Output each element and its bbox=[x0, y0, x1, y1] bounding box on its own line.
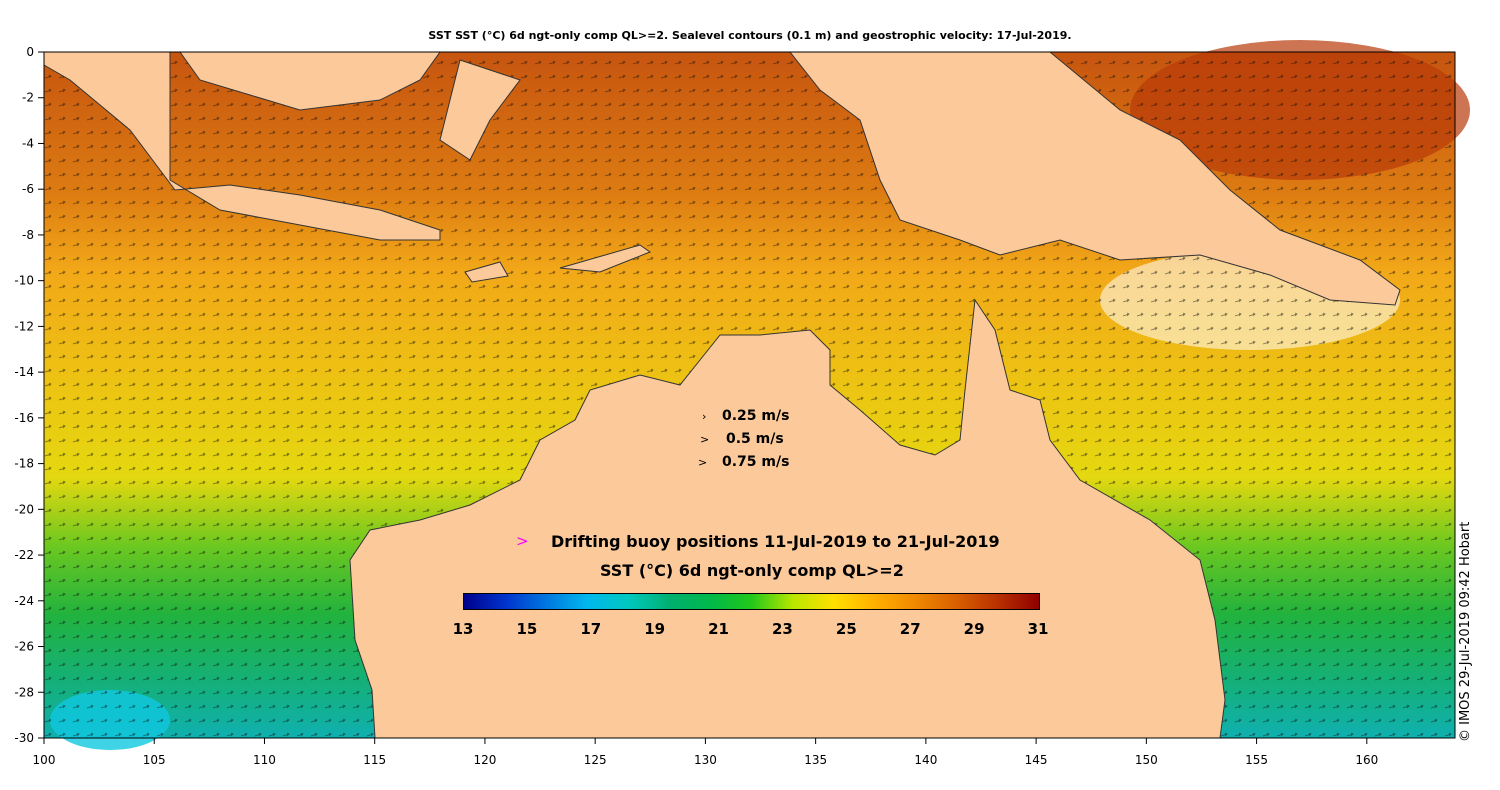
land-timor bbox=[559, 244, 652, 273]
map-panel bbox=[43, 40, 1470, 750]
x-tick-label: 140 bbox=[914, 753, 937, 767]
colorbar-tick-label: 31 bbox=[1027, 620, 1049, 638]
x-tick-label: 120 bbox=[473, 753, 496, 767]
y-tick-label: -18 bbox=[14, 457, 34, 471]
colorbar-tick-label: 29 bbox=[963, 620, 985, 638]
y-tick-label: 0 bbox=[26, 45, 34, 59]
land-sumatra-borneo bbox=[43, 51, 441, 241]
buoy-legend-text: Drifting buoy positions 11-Jul-2019 to 2… bbox=[551, 532, 1000, 551]
y-tick-label: -26 bbox=[14, 640, 34, 654]
x-tick-label: 125 bbox=[584, 753, 607, 767]
y-tick-label: -10 bbox=[14, 274, 34, 288]
velocity-arrow-0.25: › bbox=[702, 410, 707, 423]
velocity-label-0.75: 0.75 m/s bbox=[722, 454, 790, 470]
y-tick-label: -4 bbox=[22, 136, 34, 150]
velocity-arrow-0.75: > bbox=[698, 456, 708, 469]
colorbar-tick-label: 25 bbox=[835, 620, 857, 638]
y-tick-label: -14 bbox=[14, 365, 34, 379]
colorbar-tick-label: 15 bbox=[516, 620, 538, 638]
y-tick-label: -20 bbox=[14, 502, 34, 516]
velocity-label-0.25: 0.25 m/s bbox=[722, 408, 790, 424]
colorbar-tick-label: 19 bbox=[644, 620, 666, 638]
y-tick-label: -8 bbox=[22, 228, 34, 242]
colorbar-tick-label: 23 bbox=[772, 620, 793, 638]
velocity-arrow-0.5: > bbox=[700, 433, 710, 446]
land-new-guinea bbox=[788, 51, 1401, 306]
land-borneo-north bbox=[179, 51, 441, 111]
land-sulawesi bbox=[439, 59, 521, 161]
x-tick-label: 150 bbox=[1135, 753, 1158, 767]
colorbar bbox=[463, 593, 1040, 610]
x-tick-label: 160 bbox=[1355, 753, 1378, 767]
map-frame bbox=[43, 51, 1456, 739]
land-sumba bbox=[464, 261, 509, 283]
colorbar-tick-label: 17 bbox=[580, 620, 602, 638]
y-tick-label: -28 bbox=[14, 685, 34, 699]
x-tick-label: 135 bbox=[804, 753, 827, 767]
land-australia bbox=[349, 298, 1226, 739]
x-tick-label: 115 bbox=[363, 753, 386, 767]
y-tick-label: -6 bbox=[22, 182, 34, 196]
imos-credit: © IMOS 29-Jul-2019 09:42 Hobart bbox=[1458, 521, 1473, 742]
buoy-marker-icon: > bbox=[516, 532, 529, 550]
colorbar-title: SST (°C) 6d ngt-only comp QL>=2 bbox=[600, 561, 904, 580]
colorbar-tick-label: 13 bbox=[452, 620, 474, 638]
y-tick-label: -30 bbox=[14, 731, 34, 745]
map-title: SST SST (°C) 6d ngt-only comp QL>=2. Sea… bbox=[428, 29, 1072, 42]
y-tick-label: -12 bbox=[14, 319, 34, 333]
y-tick-label: -2 bbox=[22, 91, 34, 105]
colorbar-tick-label: 21 bbox=[708, 620, 729, 638]
x-tick-label: 110 bbox=[253, 753, 276, 767]
y-tick-label: -22 bbox=[14, 548, 34, 562]
y-tick-label: -16 bbox=[14, 411, 34, 425]
x-tick-label: 105 bbox=[143, 753, 166, 767]
x-tick-label: 145 bbox=[1025, 753, 1048, 767]
velocity-label-0.5: 0.5 m/s bbox=[726, 431, 784, 447]
x-tick-label: 130 bbox=[694, 753, 717, 767]
y-tick-label: -24 bbox=[14, 594, 34, 608]
x-axis: 100 105 110 115 120 125 130 135 140 145 150 155 160 bbox=[33, 738, 1378, 767]
y-axis: 0 -2 -4 -6 -8 -10 -12 -14 -16 -18 -20 -22 -24 -26 -28 -… bbox=[14, 45, 44, 745]
x-tick-label: 100 bbox=[33, 753, 56, 767]
colorbar-tick-label: 27 bbox=[899, 620, 921, 638]
x-tick-label: 155 bbox=[1245, 753, 1268, 767]
